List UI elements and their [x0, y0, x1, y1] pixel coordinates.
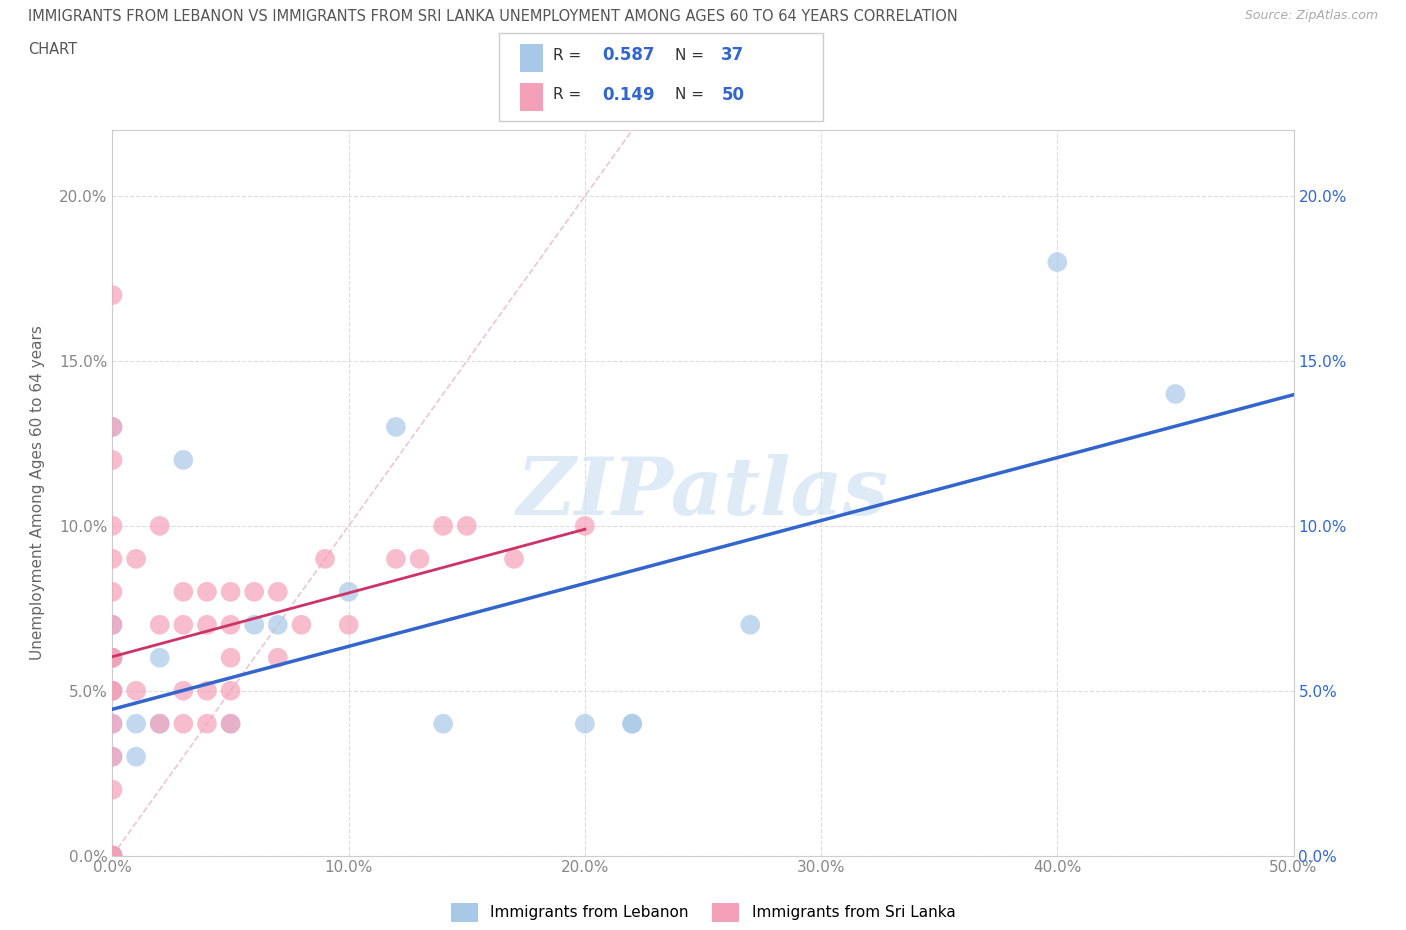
- Text: R =: R =: [553, 47, 586, 62]
- Point: [267, 650, 290, 665]
- Point: [101, 750, 124, 764]
- Point: [101, 584, 124, 599]
- Point: [125, 716, 148, 731]
- Text: CHART: CHART: [28, 42, 77, 57]
- Text: 0.587: 0.587: [602, 46, 654, 64]
- Point: [195, 684, 218, 698]
- Text: R =: R =: [553, 87, 586, 102]
- Point: [243, 618, 266, 632]
- Y-axis label: Unemployment Among Ages 60 to 64 years: Unemployment Among Ages 60 to 64 years: [31, 326, 45, 660]
- Point: [408, 551, 430, 566]
- Point: [101, 287, 124, 302]
- Point: [574, 518, 596, 533]
- Point: [101, 782, 124, 797]
- Point: [1164, 387, 1187, 402]
- Point: [432, 716, 454, 731]
- Point: [149, 518, 172, 533]
- Point: [503, 551, 526, 566]
- Point: [195, 584, 218, 599]
- Point: [385, 551, 408, 566]
- Point: [621, 716, 644, 731]
- Point: [101, 848, 124, 863]
- Point: [101, 618, 124, 632]
- Point: [101, 848, 124, 863]
- Point: [149, 716, 172, 731]
- Point: [621, 716, 644, 731]
- Point: [172, 453, 194, 468]
- Point: [574, 716, 596, 731]
- Point: [101, 750, 124, 764]
- Point: [125, 750, 148, 764]
- Point: [101, 551, 124, 566]
- Point: [149, 650, 172, 665]
- Text: N =: N =: [675, 47, 709, 62]
- Point: [101, 848, 124, 863]
- Point: [101, 848, 124, 863]
- Point: [195, 716, 218, 731]
- Point: [456, 518, 478, 533]
- Legend: Immigrants from Lebanon, Immigrants from Sri Lanka: Immigrants from Lebanon, Immigrants from…: [444, 897, 962, 928]
- Text: IMMIGRANTS FROM LEBANON VS IMMIGRANTS FROM SRI LANKA UNEMPLOYMENT AMONG AGES 60 : IMMIGRANTS FROM LEBANON VS IMMIGRANTS FR…: [28, 9, 957, 24]
- Point: [267, 618, 290, 632]
- Point: [314, 551, 336, 566]
- Text: ZIPatlas: ZIPatlas: [517, 454, 889, 532]
- Point: [149, 716, 172, 731]
- Point: [219, 584, 242, 599]
- Point: [101, 716, 124, 731]
- Point: [172, 716, 194, 731]
- Point: [219, 618, 242, 632]
- Point: [101, 650, 124, 665]
- Point: [101, 518, 124, 533]
- Point: [172, 684, 194, 698]
- Point: [172, 618, 194, 632]
- Point: [195, 618, 218, 632]
- Point: [740, 618, 762, 632]
- Point: [385, 419, 408, 434]
- Point: [432, 518, 454, 533]
- Point: [337, 618, 360, 632]
- Point: [172, 584, 194, 599]
- Point: [101, 848, 124, 863]
- Point: [101, 618, 124, 632]
- Point: [337, 584, 360, 599]
- Point: [219, 684, 242, 698]
- Point: [101, 684, 124, 698]
- Text: 37: 37: [721, 46, 745, 64]
- Point: [101, 848, 124, 863]
- Point: [149, 618, 172, 632]
- Point: [101, 650, 124, 665]
- Point: [101, 419, 124, 434]
- Point: [125, 684, 148, 698]
- Point: [243, 584, 266, 599]
- Point: [101, 453, 124, 468]
- Point: [267, 584, 290, 599]
- Text: 50: 50: [721, 86, 744, 103]
- Point: [290, 618, 312, 632]
- Point: [125, 551, 148, 566]
- Text: 0.149: 0.149: [602, 86, 654, 103]
- Text: Source: ZipAtlas.com: Source: ZipAtlas.com: [1244, 9, 1378, 22]
- Text: N =: N =: [675, 87, 709, 102]
- Point: [101, 684, 124, 698]
- Point: [219, 650, 242, 665]
- Point: [101, 684, 124, 698]
- Point: [101, 650, 124, 665]
- Point: [101, 419, 124, 434]
- Point: [219, 716, 242, 731]
- Point: [101, 716, 124, 731]
- Point: [1046, 255, 1069, 270]
- Point: [219, 716, 242, 731]
